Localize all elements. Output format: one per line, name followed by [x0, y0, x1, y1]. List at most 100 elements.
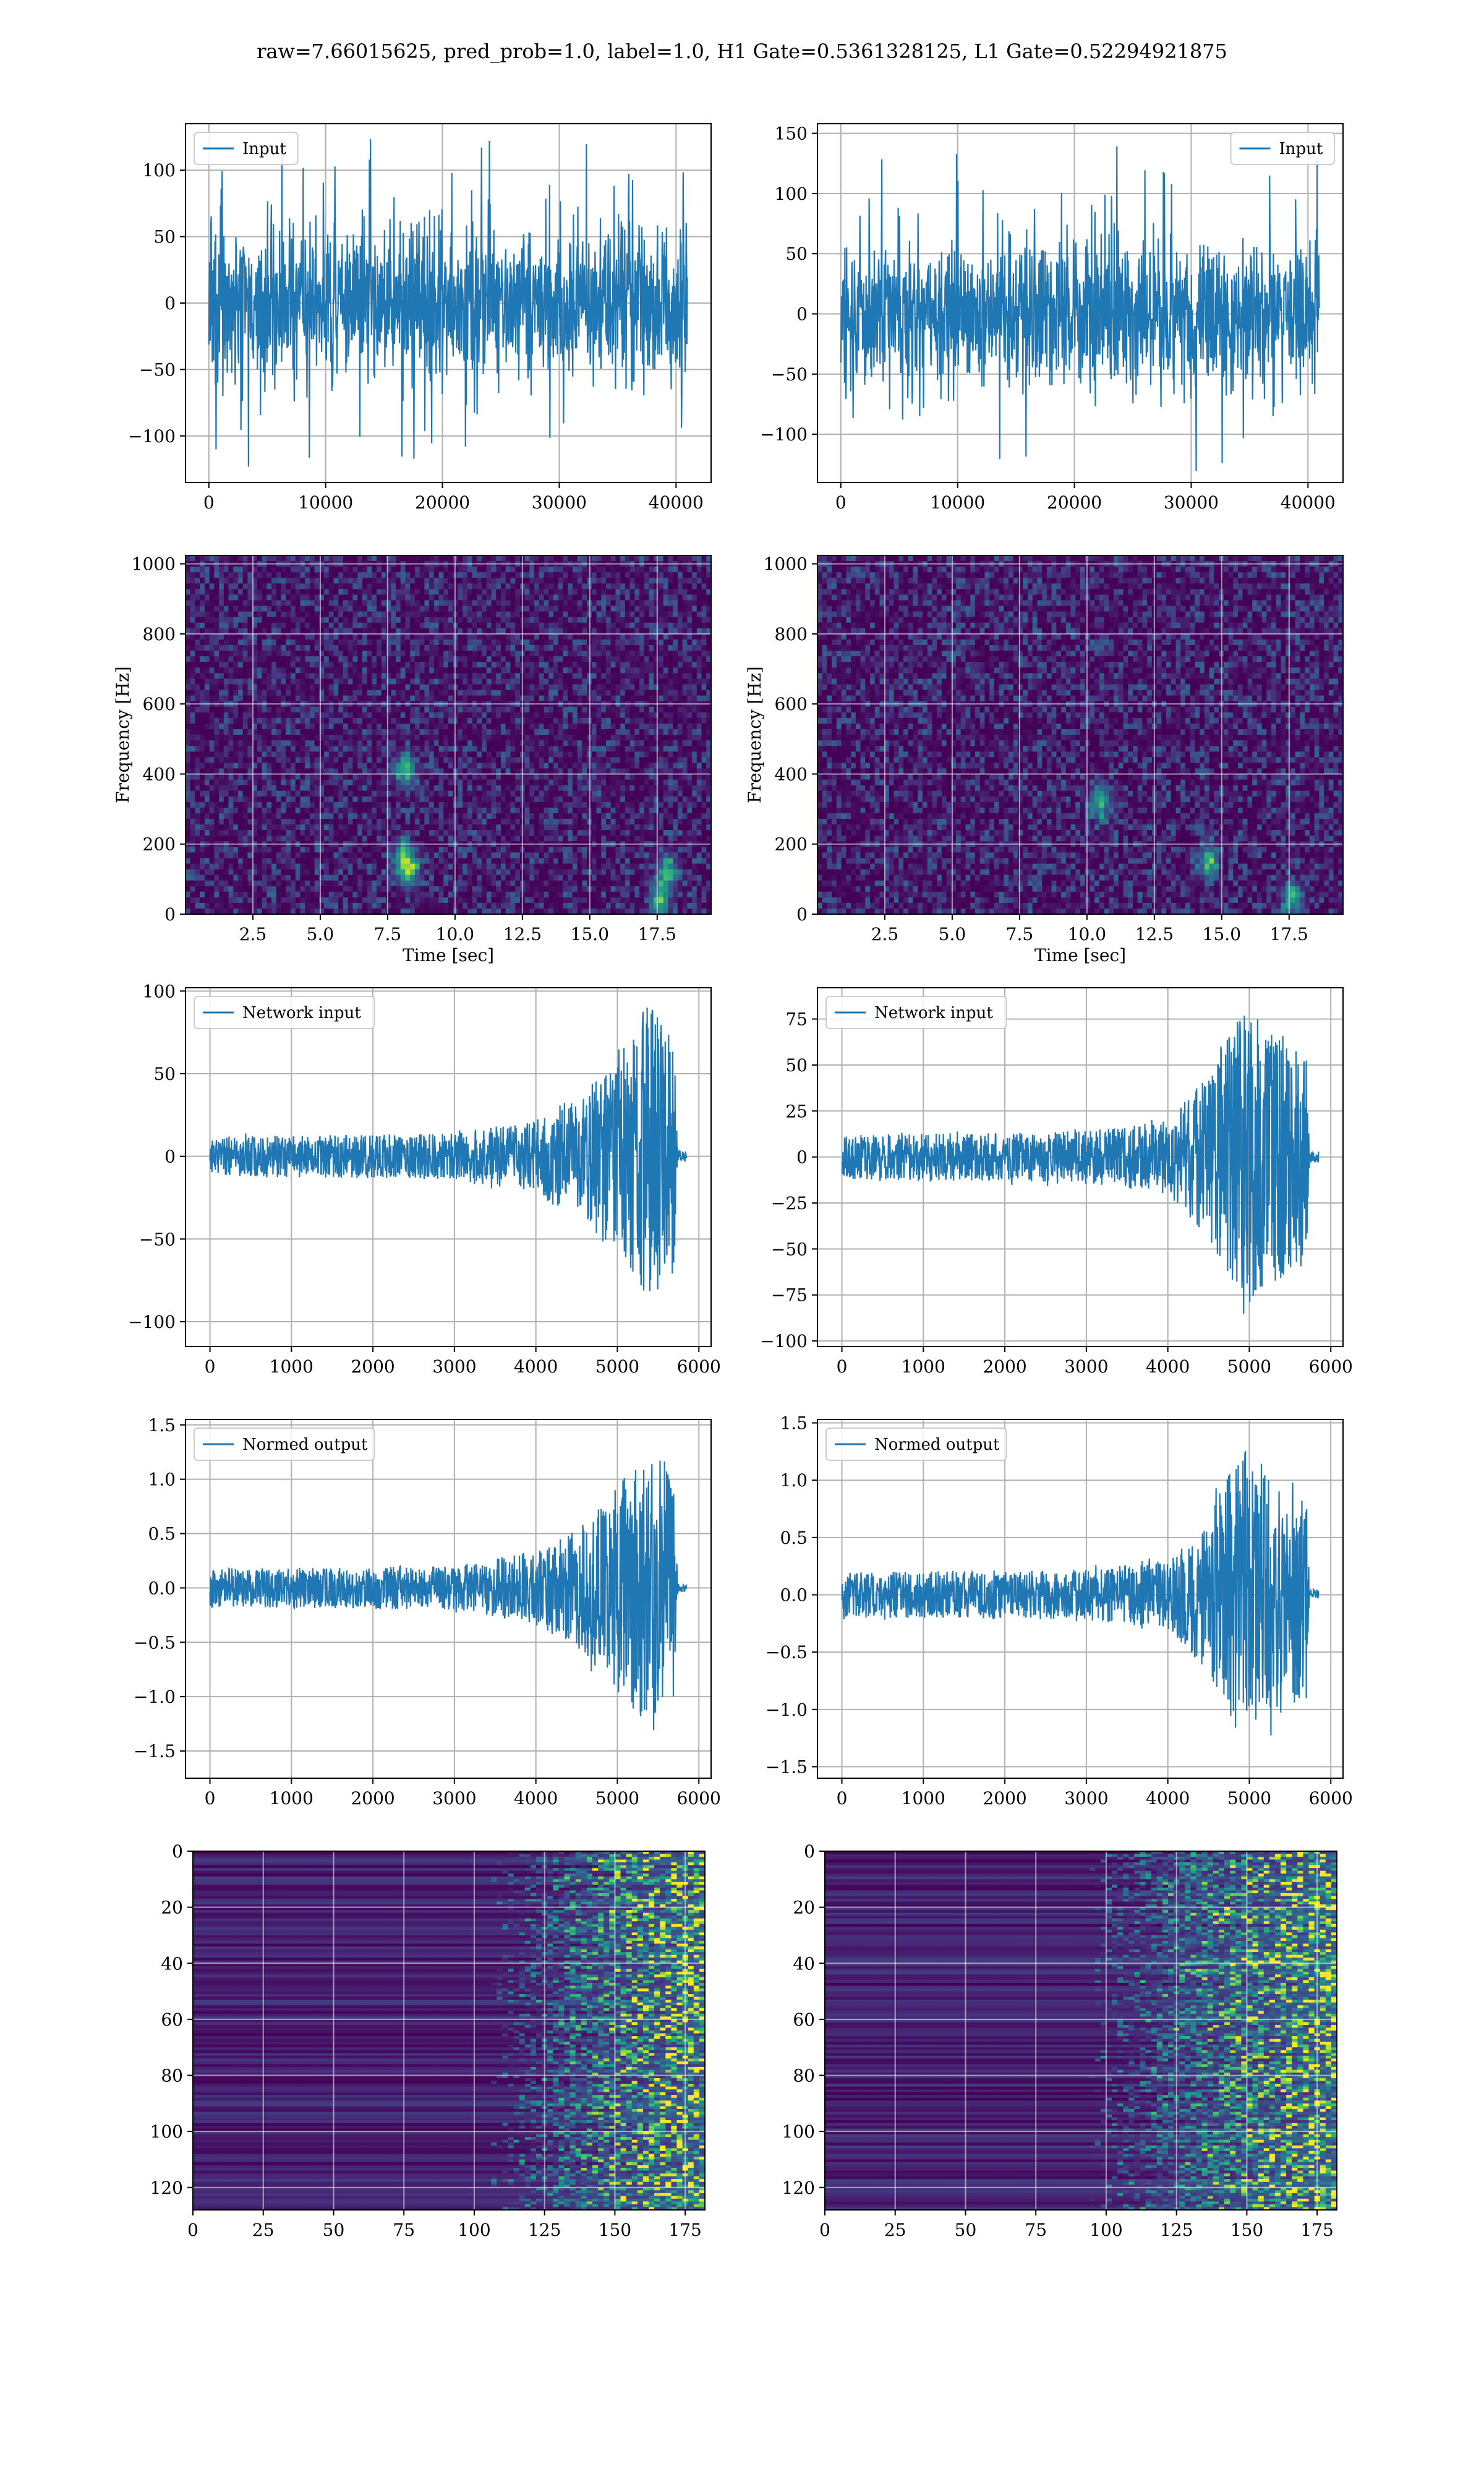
l1-normed-output-ticks: 0 1000 2000 3000 4000 5000 6000 −1.5 −1.0 −0.5 0.0… [765, 1413, 1353, 1808]
l1-feature-map-ytick-label: 20 [793, 1898, 815, 1918]
l1-network-input-xtick-label: 2000 [983, 1356, 1026, 1377]
l1-network-input-ytick-label: 50 [785, 1055, 808, 1076]
l1-normed-output-xtick-label: 1000 [902, 1788, 945, 1808]
h1-input-legend-label: Input [242, 140, 286, 158]
l1-network-input-ytick-label: 0 [796, 1147, 808, 1168]
h1-feature-map-ytick-label: 0 [172, 1841, 183, 1862]
h1-feature-map-ytick-label: 60 [161, 2010, 183, 2030]
l1-input-ticks: 0 10000 20000 30000 40000 −100 −50 0 50 100 150 [760, 124, 1336, 513]
l1-spectrogram-xtick-label: 2.5 [871, 924, 899, 944]
h1-normed-output-xtick-label: 1000 [270, 1788, 313, 1808]
l1-feature-map-xtick-label: 75 [1025, 2220, 1047, 2240]
l1-network-input-legend: Network input [825, 996, 1007, 1029]
h1-spectrogram-xtick-label: 10.0 [436, 924, 474, 944]
h1-network-input-xtick-label: 4000 [514, 1356, 558, 1377]
l1-feature-map-ytick-label: 100 [782, 2121, 815, 2142]
h1-input-series-line [208, 139, 688, 467]
l1-spectrogram-ylabel: Frequency [Hz] [744, 666, 765, 803]
h1-normed-output-ytick-label: 1.0 [148, 1470, 176, 1490]
h1-normed-output-plot: Normed output 0 1000 2000 3000 4000 5000 6000 −1… [134, 1415, 721, 1808]
l1-network-input-xtick-label: 6000 [1309, 1356, 1353, 1377]
h1-spectrogram-xtick-label: 17.5 [638, 924, 676, 944]
h1-spectrogram-ytick-label: 800 [143, 624, 176, 644]
h1-normed-output-ytick-label: −1.5 [134, 1741, 176, 1761]
l1-feature-map-grid [824, 1851, 1337, 2210]
l1-normed-output-xtick-label: 4000 [1146, 1788, 1190, 1808]
h1-network-input-xtick-label: 3000 [432, 1356, 476, 1377]
h1-input-xtick-label: 30000 [532, 492, 587, 513]
l1-feature-map-xtick-label: 100 [1090, 2220, 1122, 2240]
h1-input-ytick-label: 100 [143, 160, 176, 181]
l1-input-legend-label: Input [1279, 140, 1323, 158]
h1-normed-output-xtick-label: 3000 [432, 1788, 476, 1808]
l1-feature-map-ytick-label: 80 [793, 2066, 815, 2086]
h1-feature-map-ytick-label: 120 [150, 2178, 183, 2198]
l1-normed-output-axes-frame [817, 1419, 1344, 1779]
l1-network-input-ytick-label: −75 [771, 1285, 808, 1306]
h1-spectrogram-xtick-label: 15.0 [571, 924, 609, 944]
h1-normed-output-xtick-label: 6000 [677, 1788, 721, 1808]
h1-feature-map-xtick-label: 50 [323, 2220, 345, 2240]
l1-network-input-xtick-label: 5000 [1227, 1356, 1271, 1377]
l1-normed-output-xtick-label: 6000 [1309, 1788, 1353, 1808]
l1-spectrogram-ytick-label: 200 [775, 834, 808, 855]
h1-spectrogram-xlabel: Time [sec] [403, 945, 494, 965]
l1-input-xtick-label: 0 [835, 492, 846, 513]
h1-feature-map-xtick-label: 0 [187, 2220, 198, 2240]
l1-feature-map-xtick-label: 150 [1230, 2220, 1263, 2240]
l1-normed-output-legend: Normed output [825, 1427, 1007, 1461]
l1-feature-map-plot: 0 25 50 75 100 125 150 175 0 20 40 60 80 100 120 [782, 1841, 1337, 2240]
l1-network-input-xtick-label: 0 [837, 1356, 848, 1377]
l1-input-legend: Input [1230, 132, 1335, 165]
l1-normed-output-ytick-label: −1.5 [765, 1757, 808, 1777]
l1-input-xtick-label: 40000 [1281, 492, 1336, 513]
l1-network-input-ytick-label: 25 [785, 1101, 808, 1121]
h1-network-input-xtick-label: 1000 [270, 1356, 313, 1377]
h1-feature-map-xtick-label: 125 [528, 2220, 561, 2240]
h1-feature-map-xtick-label: 75 [393, 2220, 415, 2240]
l1-input-ytick-label: 0 [796, 304, 808, 325]
l1-input-ytick-label: −100 [760, 424, 808, 445]
l1-normed-output-ytick-label: 0.0 [780, 1585, 808, 1606]
h1-normed-output-ytick-label: 0.0 [148, 1578, 176, 1598]
l1-normed-output-xtick-label: 5000 [1227, 1788, 1271, 1808]
h1-normed-output-legend: Normed output [194, 1427, 375, 1461]
l1-spectrogram-ytick-label: 0 [796, 904, 808, 925]
h1-spectrogram-ytick-label: 400 [143, 764, 176, 784]
l1-spectrogram-ytick-label: 600 [775, 694, 808, 714]
l1-input-series-line [840, 146, 1320, 471]
l1-spectrogram-xtick-label: 7.5 [1006, 924, 1034, 944]
l1-spectrogram-ticks: 2.5 5.0 7.5 10.0 12.5 15.0 17.5 0 200 400 600 800 10… [764, 554, 1308, 944]
l1-network-input-ytick-label: −25 [771, 1193, 808, 1213]
h1-spectrogram-plot: 2.5 5.0 7.5 10.0 12.5 15.0 17.5 0 200 400 600 800 10… [113, 554, 712, 965]
h1-feature-map-ytick-label: 80 [161, 2066, 183, 2086]
h1-feature-map-ytick-label: 100 [150, 2121, 183, 2142]
l1-spectrogram-axes-frame [817, 555, 1344, 915]
l1-feature-map-ytick-label: 60 [793, 2010, 815, 2030]
l1-feature-map-cells [825, 1851, 1337, 2211]
h1-feature-map-axes-frame [192, 1851, 706, 2211]
h1-network-input-ytick-label: −50 [139, 1229, 176, 1249]
h1-spectrogram-ytick-label: 600 [143, 694, 176, 714]
h1-feature-map-xtick-label: 25 [252, 2220, 275, 2240]
h1-normed-output-ytick-label: −1.0 [134, 1687, 176, 1707]
h1-network-input-ytick-label: 0 [164, 1147, 176, 1167]
l1-input-xtick-label: 30000 [1164, 492, 1219, 513]
l1-input-ytick-label: 150 [775, 124, 808, 144]
l1-spectrogram-xtick-label: 5.0 [939, 924, 966, 944]
l1-network-input-xtick-label: 4000 [1146, 1356, 1190, 1377]
h1-input-plot: Input 0 10000 20000 30000 40000 −100 −50 0 50 100 [128, 123, 712, 513]
h1-network-input-axes-frame [185, 987, 712, 1347]
h1-network-input-ytick-label: −100 [128, 1312, 176, 1332]
l1-network-input-legend-label: Network input [874, 1004, 993, 1022]
l1-normed-output-ytick-label: 1.0 [780, 1470, 808, 1491]
l1-feature-map-xtick-label: 0 [819, 2220, 830, 2240]
l1-network-input-ticks: 0 1000 2000 3000 4000 5000 6000 −100 −75 −50 −25 0 2… [760, 1009, 1353, 1377]
h1-feature-map-ticks: 0 25 50 75 100 125 150 175 0 20 40 60 80 100 120 [150, 1841, 702, 2240]
l1-network-input-axes-frame [817, 987, 1344, 1347]
l1-feature-map-ticks: 0 25 50 75 100 125 150 175 0 20 40 60 80 100 120 [782, 1841, 1334, 2240]
figure-title: raw=7.66015625, pred_prob=1.0, label=1.0… [0, 40, 1484, 63]
l1-network-input-ytick-label: −100 [760, 1331, 808, 1351]
h1-feature-map-ytick-label: 20 [161, 1898, 183, 1918]
h1-network-input-legend: Network input [194, 996, 375, 1029]
